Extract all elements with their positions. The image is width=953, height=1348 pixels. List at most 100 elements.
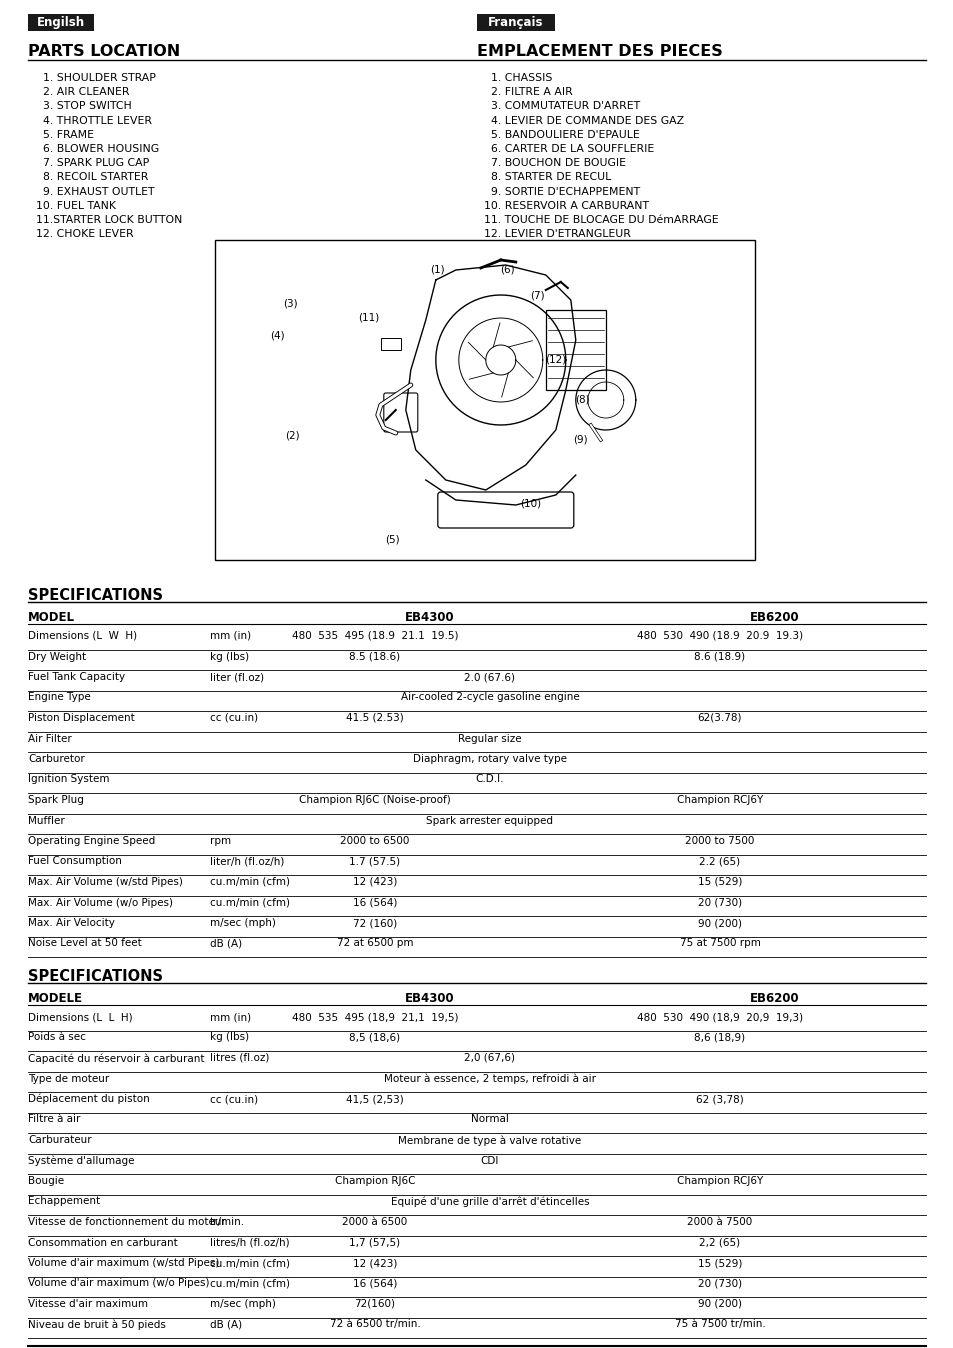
Text: liter (fl.oz): liter (fl.oz) [210,673,264,682]
Text: 4. THROTTLE LEVER: 4. THROTTLE LEVER [36,116,152,125]
Text: 16 (564): 16 (564) [353,898,396,907]
Text: 20 (730): 20 (730) [698,1278,741,1289]
Text: SPECIFICATIONS: SPECIFICATIONS [28,969,163,984]
Text: 5. BANDOULIERE D'EPAULE: 5. BANDOULIERE D'EPAULE [483,129,639,140]
Text: 62 (3,78): 62 (3,78) [696,1095,743,1104]
Text: 480  530  490 (18.9  20.9  19.3): 480 530 490 (18.9 20.9 19.3) [637,631,802,642]
Text: Dimensions (L  W  H): Dimensions (L W H) [28,631,137,642]
Text: Membrane de type à valve rotative: Membrane de type à valve rotative [398,1135,581,1146]
FancyBboxPatch shape [476,13,555,31]
Text: 2. AIR CLEANER: 2. AIR CLEANER [36,88,130,97]
Text: 2000 to 7500: 2000 to 7500 [684,836,754,847]
Text: SPECIFICATIONS: SPECIFICATIONS [28,588,163,603]
Text: Ignition System: Ignition System [28,775,110,785]
Text: Consommation en carburant: Consommation en carburant [28,1237,177,1247]
Text: 12 (423): 12 (423) [353,878,396,887]
Text: mm (in): mm (in) [210,631,251,642]
Text: EB6200: EB6200 [749,992,799,1006]
Text: PARTS LOCATION: PARTS LOCATION [28,44,180,59]
Text: (2): (2) [285,430,299,439]
Text: (4): (4) [270,330,284,340]
Text: 10. RESERVOIR A CARBURANT: 10. RESERVOIR A CARBURANT [483,201,648,210]
Text: (3): (3) [283,298,297,307]
Text: 2000 à 6500: 2000 à 6500 [342,1217,407,1227]
Text: Niveau de bruit à 50 pieds: Niveau de bruit à 50 pieds [28,1320,166,1330]
Text: 8,6 (18,9): 8,6 (18,9) [694,1033,745,1042]
Text: Diaphragm, rotary valve type: Diaphragm, rotary valve type [413,754,566,764]
Text: Noise Level at 50 feet: Noise Level at 50 feet [28,938,142,949]
Text: 75 at 7500 rpm: 75 at 7500 rpm [679,938,760,949]
Text: 8. STARTER DE RECUL: 8. STARTER DE RECUL [483,173,611,182]
Text: Vitesse de fonctionnement du moteur: Vitesse de fonctionnement du moteur [28,1217,226,1227]
Text: CDI: CDI [480,1155,498,1166]
Text: Champion RJ6C: Champion RJ6C [335,1175,415,1186]
Text: (10): (10) [519,497,540,508]
Text: Engine Type: Engine Type [28,693,91,702]
Text: Operating Engine Speed: Operating Engine Speed [28,836,155,847]
Text: Piston Displacement: Piston Displacement [28,713,134,723]
Text: Carburateur: Carburateur [28,1135,91,1144]
Text: (6): (6) [499,266,514,275]
Text: 1,7 (57,5): 1,7 (57,5) [349,1237,400,1247]
Text: 1.7 (57.5): 1.7 (57.5) [349,856,400,867]
Text: EB6200: EB6200 [749,611,799,624]
Text: 1. CHASSIS: 1. CHASSIS [483,73,552,84]
Text: 2000 to 6500: 2000 to 6500 [340,836,409,847]
FancyBboxPatch shape [437,492,573,528]
Text: 72(160): 72(160) [355,1299,395,1309]
Text: cu.m/min (cfm): cu.m/min (cfm) [210,898,290,907]
Text: 1. SHOULDER STRAP: 1. SHOULDER STRAP [36,73,155,84]
Text: Fuel Consumption: Fuel Consumption [28,856,122,867]
Text: Engilsh: Engilsh [37,16,85,30]
Text: 6. BLOWER HOUSING: 6. BLOWER HOUSING [36,144,159,154]
Text: 5. FRAME: 5. FRAME [36,129,94,140]
Text: 12 (423): 12 (423) [353,1258,396,1268]
FancyBboxPatch shape [28,13,94,31]
Text: Champion RCJ6Y: Champion RCJ6Y [677,1175,762,1186]
Text: Volume d'air maximum (w/std Pipes): Volume d'air maximum (w/std Pipes) [28,1258,219,1268]
Text: Fuel Tank Capacity: Fuel Tank Capacity [28,673,125,682]
Text: 11. TOUCHE DE BLOCAGE DU DémARRAGE: 11. TOUCHE DE BLOCAGE DU DémARRAGE [483,214,718,225]
Bar [380,338,400,350]
Text: 3. STOP SWITCH: 3. STOP SWITCH [36,101,132,112]
FancyBboxPatch shape [383,394,417,431]
Text: mm (in): mm (in) [210,1012,251,1022]
Text: Max. Air Volume (w/std Pipes): Max. Air Volume (w/std Pipes) [28,878,183,887]
Text: m/sec (mph): m/sec (mph) [210,1299,275,1309]
Text: Spark Plug: Spark Plug [28,795,84,805]
Text: 2,2 (65): 2,2 (65) [699,1237,740,1247]
Text: Système d'allumage: Système d'allumage [28,1155,134,1166]
Text: rpm: rpm [210,836,231,847]
Text: 8. RECOIL STARTER: 8. RECOIL STARTER [36,173,149,182]
Text: (7): (7) [530,290,544,301]
Text: 8.5 (18.6): 8.5 (18.6) [349,651,400,662]
Text: cc (cu.in): cc (cu.in) [210,1095,258,1104]
Text: 72 (160): 72 (160) [353,918,396,927]
Text: 16 (564): 16 (564) [353,1278,396,1289]
Text: dB (A): dB (A) [210,1320,242,1329]
Text: Spark arrester equipped: Spark arrester equipped [426,816,553,825]
Text: 9. EXHAUST OUTLET: 9. EXHAUST OUTLET [36,186,154,197]
Text: 72 at 6500 pm: 72 at 6500 pm [336,938,413,949]
Text: 12. CHOKE LEVER: 12. CHOKE LEVER [36,229,133,239]
Text: Normal: Normal [471,1115,508,1124]
Text: 4. LEVIER DE COMMANDE DES GAZ: 4. LEVIER DE COMMANDE DES GAZ [483,116,683,125]
Text: Champion RCJ6Y: Champion RCJ6Y [677,795,762,805]
Text: 2. FILTRE A AIR: 2. FILTRE A AIR [483,88,572,97]
Text: Capacité du réservoir à carburant: Capacité du réservoir à carburant [28,1053,204,1064]
Text: 2.0 (67.6): 2.0 (67.6) [464,673,515,682]
Text: Français: Français [488,16,543,30]
Text: C.D.I.: C.D.I. [476,775,504,785]
Text: 8.6 (18.9): 8.6 (18.9) [694,651,745,662]
Text: Type de moteur: Type de moteur [28,1073,110,1084]
Text: (1): (1) [430,266,444,275]
Bar [214,240,754,559]
Text: Bougie: Bougie [28,1175,64,1186]
Text: Vitesse d'air maximum: Vitesse d'air maximum [28,1299,148,1309]
Text: Moteur à essence, 2 temps, refroidi à air: Moteur à essence, 2 temps, refroidi à ai… [384,1073,596,1084]
Text: 90 (200): 90 (200) [698,1299,741,1309]
Text: 480  535  495 (18,9  21,1  19,5): 480 535 495 (18,9 21,1 19,5) [292,1012,457,1022]
Text: cu.m/min (cfm): cu.m/min (cfm) [210,1278,290,1289]
Text: tr/min.: tr/min. [210,1217,245,1227]
Text: 72 à 6500 tr/min.: 72 à 6500 tr/min. [330,1320,420,1329]
